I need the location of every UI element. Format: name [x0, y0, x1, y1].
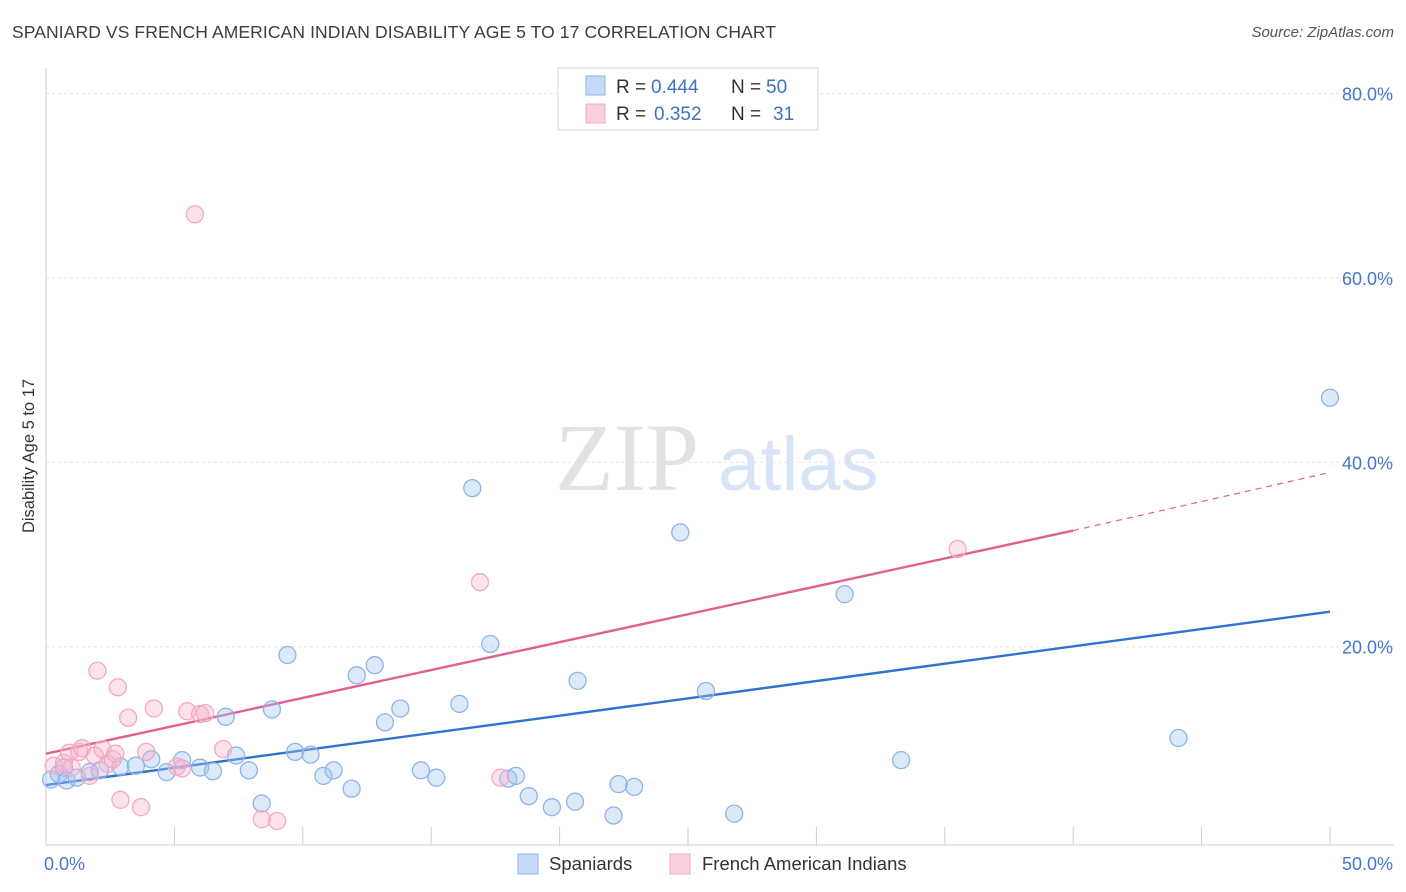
french-american-indians-point-29 — [491, 768, 510, 787]
french-american-indians-point-13 — [108, 678, 128, 697]
spaniards-point-32 — [463, 478, 482, 498]
watermark-atlas: atlas — [718, 422, 879, 507]
watermark-zip: ZIP — [555, 404, 699, 511]
french-american-indians-point-25 — [214, 739, 233, 759]
spaniards-point-39 — [568, 671, 587, 691]
chart-source: Source: ZipAtlas.com — [1251, 24, 1394, 41]
spaniards-point-42 — [624, 777, 644, 797]
spaniards-point-23 — [324, 761, 343, 780]
spaniards-point-43 — [671, 523, 690, 542]
spaniards-point-38 — [565, 792, 585, 811]
spaniards-point-24 — [342, 779, 361, 798]
french-american-indians-point-28 — [470, 573, 490, 592]
legend-r-label-1: R = — [616, 77, 646, 98]
french-american-indians-point-3 — [62, 758, 81, 777]
french-american-indians-point-23 — [190, 704, 210, 724]
spaniards-point-28 — [391, 699, 410, 718]
spaniards-point-48 — [1169, 728, 1188, 748]
series-legend-label-french-american-indians: French American Indians — [702, 853, 907, 874]
french-american-indians-point-15 — [119, 708, 138, 727]
spaniards-point-22 — [314, 766, 333, 785]
spaniards-point-45 — [725, 804, 744, 823]
french-american-indians-point-20 — [172, 759, 192, 778]
axes — [45, 68, 1394, 846]
french-american-indians-point-16 — [131, 798, 151, 817]
legend-n-label-2: N = — [731, 104, 761, 125]
x-tick-label-1: 50.0% — [1342, 854, 1393, 874]
series-legend-swatch-spaniards — [517, 853, 539, 875]
french-american-indians-point-8 — [88, 661, 107, 680]
spaniards-point-20 — [285, 742, 305, 762]
stats-legend: R = 0.444 N = 50 R = 0.352 N = 31 — [557, 67, 819, 131]
french-american-indians-point-12 — [106, 744, 125, 763]
legend-n-label-1: N = — [731, 77, 761, 98]
spaniards-point-30 — [427, 768, 446, 787]
y-tick-label-2: 60.0% — [1342, 269, 1393, 289]
legend-r-value-1: 0.444 — [651, 77, 699, 98]
spaniards-point-44 — [696, 681, 716, 701]
spaniards-point-14 — [216, 707, 235, 726]
french-american-indians-point-26 — [252, 810, 271, 829]
series-legend-label-spaniards: Spaniards — [549, 853, 632, 874]
legend-n-value-2: 31 — [773, 104, 794, 125]
french-american-indians-point-30 — [948, 539, 967, 559]
spaniards-point-21 — [301, 745, 320, 764]
french-american-indians-point-18 — [144, 699, 164, 718]
legend-r-label-2: R = — [616, 104, 646, 125]
y-tick-label-1: 40.0% — [1342, 453, 1393, 473]
spaniards-trend-line — [45, 610, 1331, 787]
series-legend: Spaniards French American Indians — [517, 853, 907, 875]
french-american-indians-point-22 — [185, 205, 205, 224]
spaniards-point-37 — [542, 798, 562, 817]
y-axis-label: Disability Age 5 to 17 — [20, 379, 38, 533]
french-american-indians-point-17 — [137, 742, 156, 762]
spaniards-point-8 — [126, 756, 146, 775]
spaniards-point-40 — [604, 806, 623, 825]
legend-swatch-french-american-indians — [585, 103, 606, 124]
spaniards-point-17 — [252, 794, 271, 813]
spaniards-point-29 — [411, 761, 431, 780]
french-american-indians-trend-extension — [1073, 471, 1331, 532]
spaniards-point-47 — [891, 751, 911, 770]
spaniards-point-18 — [262, 700, 282, 719]
trend-lines — [45, 471, 1331, 787]
french-american-indians-point-27 — [267, 811, 287, 831]
french-american-indians-point-0 — [44, 756, 63, 775]
spaniards-point-27 — [375, 713, 395, 732]
spaniards-point-36 — [519, 786, 538, 806]
spaniards-point-16 — [239, 761, 259, 780]
spaniards-point-13 — [203, 762, 223, 781]
legend-swatch-spaniards — [585, 75, 606, 96]
spaniards-point-25 — [347, 666, 366, 685]
legend-r-value-2: 0.352 — [654, 104, 702, 125]
spaniards-point-33 — [481, 634, 500, 654]
spaniards-point-10 — [157, 762, 176, 782]
spaniards-point-41 — [609, 774, 628, 794]
spaniards-point-35 — [506, 766, 526, 785]
french-american-indians-point-24 — [196, 703, 215, 723]
x-tick-label-0: 0.0% — [44, 854, 85, 874]
french-american-indians-point-6 — [80, 766, 99, 785]
y-tick-label-3: 80.0% — [1342, 84, 1393, 104]
y-tick-labels: 20.0% 40.0% 60.0% 80.0% — [1342, 84, 1393, 657]
french-american-indians-point-14 — [111, 790, 130, 809]
gridlines — [46, 92, 1394, 648]
y-tick-label-0: 20.0% — [1342, 638, 1393, 658]
data-points — [41, 205, 1340, 831]
x-tick-labels: 0.0% 50.0% — [44, 854, 1393, 874]
spaniards-point-19 — [278, 645, 297, 665]
spaniards-point-49 — [1320, 388, 1340, 407]
spaniards-point-31 — [450, 694, 469, 714]
spaniards-point-26 — [365, 656, 384, 675]
legend-n-value-1: 50 — [766, 77, 787, 98]
chart-title: SPANIARD VS FRENCH AMERICAN INDIAN DISAB… — [12, 22, 777, 42]
series-legend-swatch-french-american-indians — [669, 853, 691, 875]
spaniards-point-46 — [835, 585, 854, 604]
